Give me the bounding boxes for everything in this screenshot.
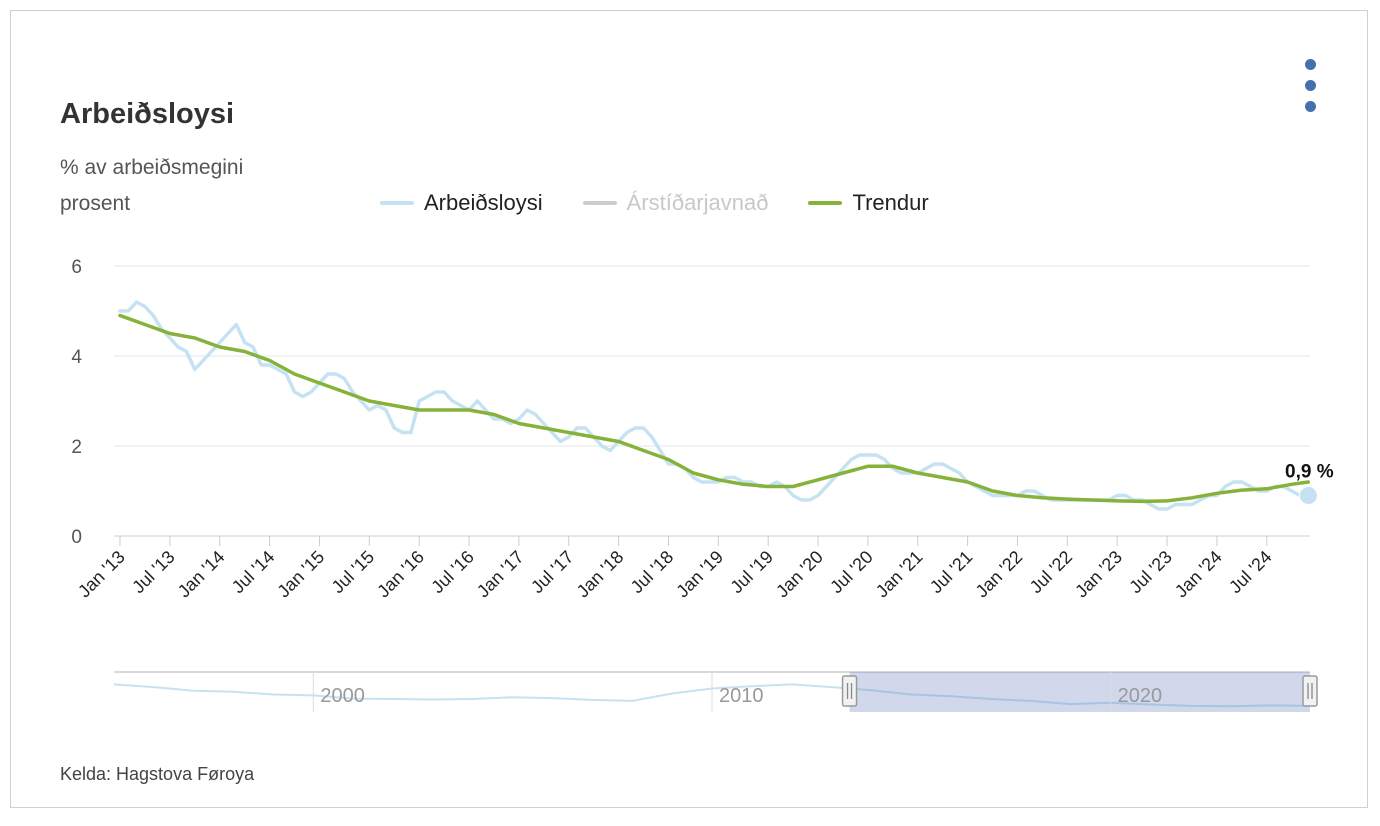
x-tick-label: Jul '13	[128, 547, 179, 598]
x-tick-label: Jan '13	[74, 547, 129, 602]
x-tick-label: Jul '24	[1225, 547, 1276, 598]
x-tick-label: Jul '17	[527, 547, 578, 598]
y-tick-label: 6	[71, 257, 82, 278]
x-tick-label: Jul '23	[1125, 547, 1176, 598]
chart-title: Arbeiðsloysi	[60, 98, 235, 130]
x-tick-label: Jan '21	[872, 547, 927, 602]
chart-subtitle: % av arbeiðsmegini prosent	[60, 150, 243, 222]
legend-label: Árstíðarjavnað	[626, 190, 769, 215]
x-tick-label: Jul '19	[726, 547, 777, 598]
x-tick-label: Jul '21	[926, 547, 977, 598]
menu-dots-vertical-icon[interactable]	[1298, 56, 1324, 120]
x-tick-label: Jul '16	[427, 547, 478, 598]
y-tick-label: 2	[71, 437, 82, 458]
legend-swatch	[582, 201, 617, 205]
handle-grip-icon	[1302, 675, 1318, 707]
chart-card	[10, 10, 1368, 808]
navigator-handle-left[interactable]	[841, 675, 858, 707]
x-tick-label: Jul '20	[826, 547, 877, 598]
navigator-range-mask	[849, 672, 1310, 712]
legend-item-arbeidsloysi[interactable]: Arbeiðsloysi	[380, 190, 543, 216]
x-tick-label: Jan '19	[672, 547, 727, 602]
x-tick-label: Jan '24	[1171, 547, 1226, 602]
x-tick-label: Jan '20	[772, 547, 827, 602]
x-tick-label: Jul '18	[627, 547, 678, 598]
x-tick-label: Jan '23	[1071, 547, 1126, 602]
navigator-year-label: 2020	[1118, 685, 1163, 707]
x-tick-label: Jan '16	[373, 547, 428, 602]
x-tick-label: Jan '15	[273, 547, 328, 602]
legend-item-arstidarjavnad[interactable]: Árstíðarjavnað	[582, 190, 769, 216]
x-tick-label: Jan '18	[573, 547, 628, 602]
navigator-year-label: 2000	[320, 685, 365, 707]
legend-swatch	[808, 201, 843, 205]
navigator-handle-right[interactable]	[1302, 675, 1318, 707]
source-credit: Kelda: Hagstova Føroya	[60, 764, 255, 784]
navigator-year-label: 2010	[719, 685, 764, 707]
handle-grip-icon	[841, 675, 858, 707]
last-value-marker	[1298, 486, 1318, 505]
x-tick-label: Jul '14	[228, 547, 279, 598]
y-tick-label: 4	[71, 347, 82, 368]
y-tick-label: 0	[71, 527, 82, 548]
legend: Arbeiðsloysi Árstíðarjavnað Trendur	[380, 190, 929, 216]
legend-swatch	[380, 201, 414, 205]
x-tick-label: Jan '22	[972, 547, 1027, 602]
last-value-label: 0,9 %	[1285, 462, 1334, 483]
legend-label: Arbeiðsloysi	[424, 190, 543, 215]
x-tick-label: Jan '17	[473, 547, 528, 602]
legend-item-trendur[interactable]: Trendur	[808, 190, 929, 216]
x-tick-label: Jul '15	[328, 547, 379, 598]
subtitle-unit: % av arbeiðsmegini	[60, 156, 244, 179]
x-tick-label: Jan '14	[174, 547, 229, 602]
subtitle-unit-type: prosent	[60, 192, 131, 215]
x-tick-label: Jul '22	[1026, 547, 1077, 598]
series-line-trendur	[118, 313, 1311, 504]
legend-label: Trendur	[852, 190, 929, 215]
